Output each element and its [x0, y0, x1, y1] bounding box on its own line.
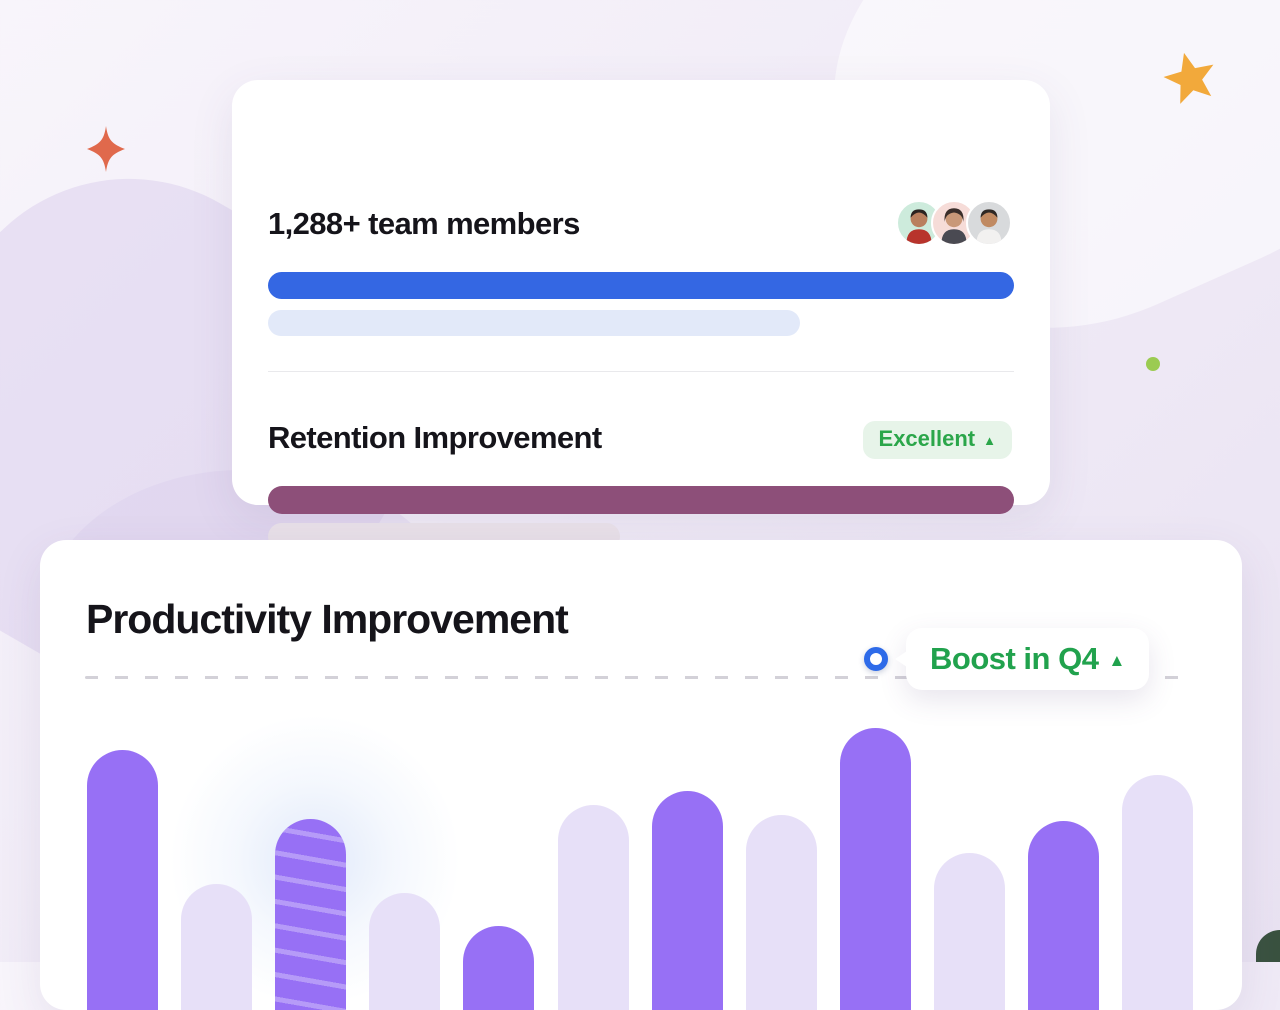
team-progress-primary — [268, 272, 1014, 299]
bar-b7 — [652, 791, 723, 1010]
bar-b1 — [87, 750, 158, 1010]
bar-b12 — [1122, 775, 1193, 1010]
card-divider — [268, 371, 1014, 372]
threshold-dashed-line — [85, 676, 1190, 679]
team-progress-secondary — [268, 310, 800, 336]
excellent-badge-label: Excellent — [878, 426, 976, 451]
corner-leaf — [1256, 930, 1280, 962]
productivity-title: Productivity Improvement — [86, 596, 569, 642]
boost-q4-label: Boost in Q4 — [930, 641, 1099, 676]
green-dot — [1146, 357, 1160, 371]
bar-b11 — [1028, 821, 1099, 1010]
sparkle-4point-icon — [87, 126, 125, 172]
retention-progress-primary — [268, 486, 1014, 514]
arrow-up-icon: ▲ — [1108, 650, 1126, 670]
avatar-group — [896, 200, 1012, 246]
bar-b4 — [369, 893, 440, 1010]
arrow-up-icon: ▲ — [983, 432, 996, 448]
boost-q4-tooltip[interactable]: Boost in Q4 ▲ — [894, 628, 1150, 690]
bar-b10 — [934, 853, 1005, 1010]
avatar — [966, 200, 1012, 246]
bar-b6 — [558, 805, 629, 1010]
bar-b3 — [275, 819, 346, 1010]
retention-title: Retention Improvement — [268, 420, 602, 455]
excellent-badge[interactable]: Excellent ▲ — [862, 421, 1012, 459]
peak-marker-dot — [864, 647, 888, 671]
bar-b8 — [746, 815, 817, 1010]
productivity-card: Productivity Improvement Boost in Q4 ▲ — [40, 540, 1242, 1010]
team-members-card: 1,288+ team members Retention Improvemen… — [232, 80, 1050, 550]
bar-chart — [40, 540, 1242, 1010]
star-5point-icon — [1163, 52, 1214, 104]
bar-b9 — [840, 728, 911, 1010]
bar-b2 — [181, 884, 252, 1010]
bar-b5 — [463, 926, 534, 1010]
team-members-title: 1,288+ team members — [268, 206, 580, 241]
